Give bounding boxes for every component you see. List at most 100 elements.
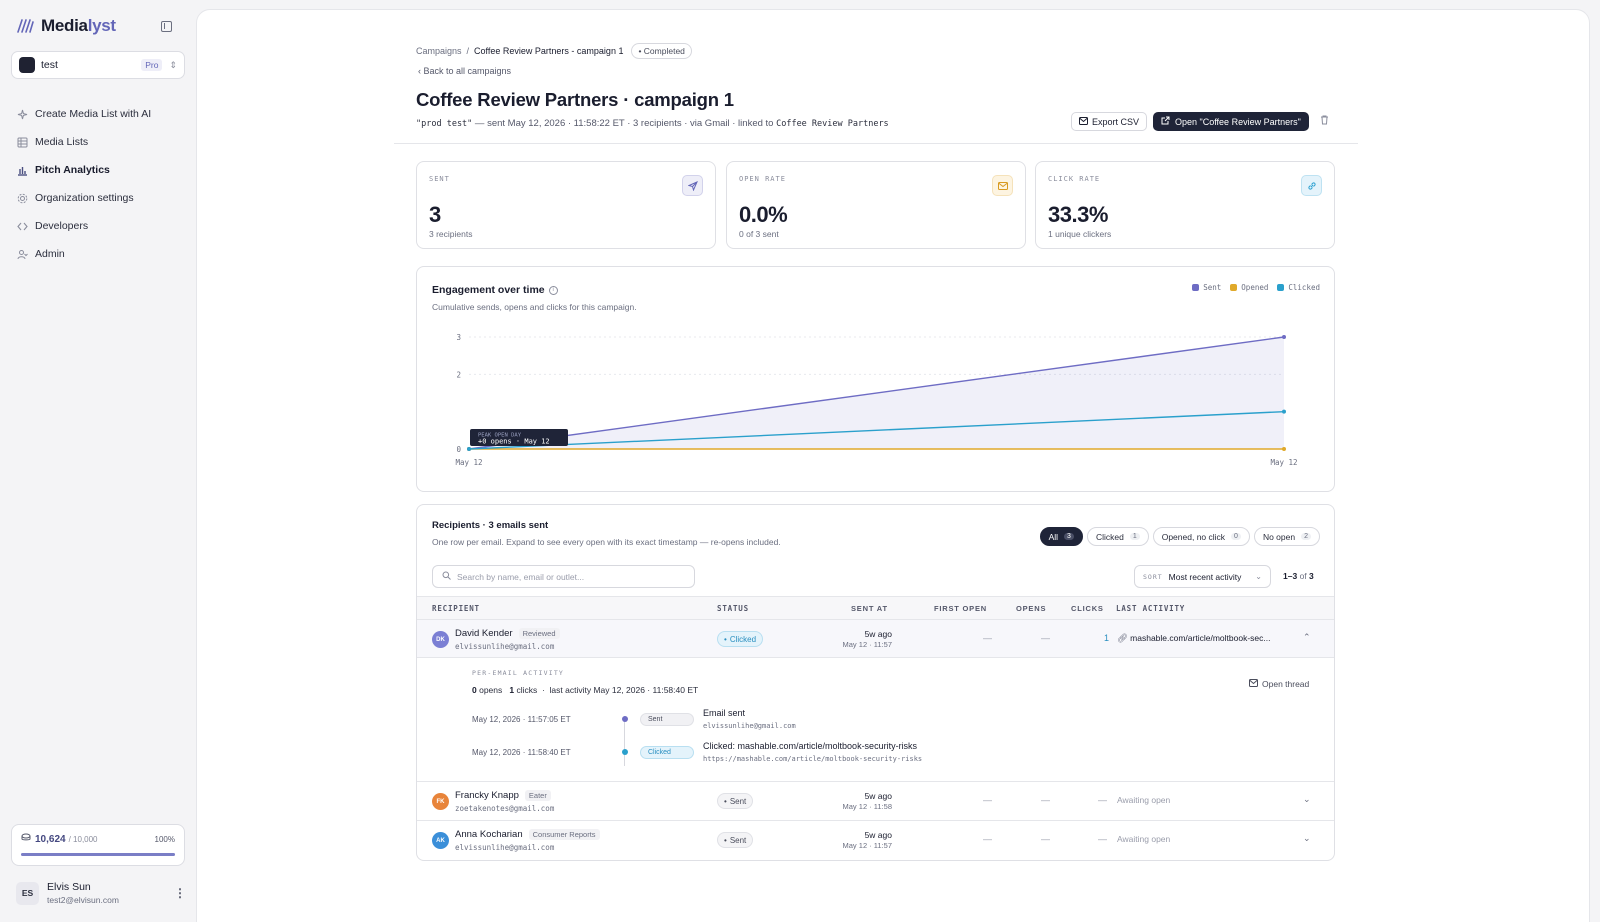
info-icon[interactable]: i: [548, 285, 558, 295]
export-csv-button[interactable]: Export CSV: [1071, 112, 1148, 131]
sent-absolute: May 12 · 11:57: [842, 841, 892, 850]
open-list-button[interactable]: Open "Coffee Review Partners": [1153, 112, 1309, 131]
open-thread-button[interactable]: Open thread: [1249, 679, 1309, 689]
status-text: Clicked: [729, 634, 757, 644]
table-row[interactable]: FK Francky Knapp Eater zoetakenotes@gmail…: [417, 782, 1334, 821]
recipient-name-text: Francky Knapp: [455, 790, 519, 801]
credits-progress-bar: [21, 853, 175, 856]
filter-opened-no-click[interactable]: Opened, no click 0: [1152, 527, 1250, 546]
trash-icon[interactable]: [1320, 115, 1329, 128]
table-row[interactable]: AK Anna Kocharian Consumer Reports elviss…: [417, 821, 1334, 860]
event-time: May 12, 2026 · 11:58:40 ET: [472, 748, 571, 757]
last-activity-summary: last activity May 12, 2026 · 11:58:40 ET: [549, 685, 699, 695]
coins-icon: [21, 833, 31, 845]
external-link-icon: [1161, 116, 1170, 127]
status-text: Sent: [729, 796, 747, 806]
app-logo[interactable]: Medialyst: [16, 16, 116, 36]
stat-value: 3: [429, 202, 441, 227]
code-icon: [16, 220, 29, 233]
tooltip-box: [470, 429, 568, 446]
last-activity[interactable]: 🔗︎ mashable.com/article/moltbook-sec...: [1117, 633, 1285, 644]
timeline-dot: [622, 716, 628, 722]
y-tick-label: 2: [456, 370, 461, 379]
chart-description: Cumulative sends, opens and clicks for t…: [432, 302, 637, 312]
opens-label: opens: [476, 685, 503, 695]
first-open-value: —: [983, 795, 992, 805]
stat-card-sent: SENT 3 3 recipients: [416, 161, 716, 249]
search-field[interactable]: [432, 565, 695, 588]
chevron-down-icon[interactable]: ⌄: [1303, 794, 1311, 804]
outlet-tag: Eater: [524, 790, 551, 801]
recipients-title: Recipients · 3 emails sent: [432, 520, 549, 531]
column-opens[interactable]: OPENS: [1016, 604, 1047, 613]
column-clicks[interactable]: CLICKS: [1071, 604, 1104, 613]
sidebar-nav: Create Media List with AI Media Lists Pi…: [16, 100, 186, 268]
sidebar-item-developers[interactable]: Developers: [16, 212, 186, 240]
sort-label: SORT: [1143, 572, 1163, 581]
table-icon: [16, 136, 29, 149]
legend-item-sent[interactable]: Sent: [1192, 283, 1221, 292]
filter-all[interactable]: All 3: [1039, 527, 1083, 546]
sidebar-item-media-lists[interactable]: Media Lists: [16, 128, 186, 156]
workspace-name: test: [41, 59, 58, 71]
sidebar-item-label: Admin: [35, 248, 65, 260]
column-sent-at[interactable]: SENT AT: [851, 604, 888, 613]
back-link[interactable]: ‹ Back to all campaigns: [418, 66, 511, 76]
event-time: May 12, 2026 · 11:57:05 ET: [472, 715, 571, 724]
recipient-email: elvissunlihe@gmail.com: [455, 642, 555, 651]
back-link-label: Back to all campaigns: [423, 66, 512, 76]
column-last-activity[interactable]: LAST ACTIVITY: [1116, 604, 1186, 613]
more-vertical-icon[interactable]: ⋮: [174, 886, 186, 900]
chevron-left-icon: ‹: [418, 66, 424, 76]
column-status[interactable]: STATUS: [717, 604, 749, 613]
stat-label: CLICK RATE: [1048, 175, 1101, 183]
sidebar-item-label: Organization settings: [35, 192, 134, 204]
mail-icon: [1249, 679, 1258, 689]
mail-icon: [1079, 116, 1088, 127]
outlet-tag: Consumer Reports: [528, 829, 600, 840]
chevron-up-icon[interactable]: ⌃: [1303, 632, 1311, 642]
stat-label: OPEN RATE: [739, 175, 786, 183]
filter-no-open[interactable]: No open 2: [1253, 527, 1320, 546]
legend-item-clicked[interactable]: Clicked: [1277, 283, 1320, 292]
sidebar-item-admin[interactable]: Admin: [16, 240, 186, 268]
sort-select[interactable]: SORT Most recent activity ⌄: [1134, 565, 1271, 588]
sidebar-item-pitch-analytics[interactable]: Pitch Analytics: [16, 156, 186, 184]
chart-title: Engagement over time i: [432, 284, 558, 296]
status-badge: • Sent: [717, 793, 754, 809]
activity-summary: 0 opens 1 clicks · last activity May 12,…: [472, 685, 699, 695]
recipient-name: Francky Knapp Eater: [455, 790, 551, 801]
filter-clicked[interactable]: Clicked 1: [1086, 527, 1149, 546]
header-divider: [394, 143, 1358, 144]
timeline-line: [624, 716, 625, 766]
workspace-switcher[interactable]: test Pro ⇕: [11, 51, 185, 79]
column-first-open[interactable]: FIRST OPEN: [934, 604, 988, 613]
breadcrumb-campaigns-link[interactable]: Campaigns: [416, 46, 462, 56]
link-icon: 🔗︎: [1117, 633, 1131, 643]
recipient-name: Anna Kocharian Consumer Reports: [455, 829, 600, 840]
column-recipient[interactable]: RECIPIENT: [432, 604, 480, 613]
line-sent: [468, 336, 1285, 450]
open-thread-label: Open thread: [1262, 679, 1310, 689]
credits-percent: 100%: [154, 834, 175, 844]
legend-swatch: [1277, 284, 1285, 291]
legend-item-opened[interactable]: Opened: [1230, 283, 1268, 292]
avatar: ES: [16, 881, 39, 905]
tooltip-title: PEAK OPEN DAY: [478, 433, 522, 439]
table-row[interactable]: DK David Kender Reviewed elvissunlihe@gma…: [417, 620, 1334, 658]
chevron-down-icon[interactable]: ⌄: [1303, 833, 1311, 843]
legend-label: Sent: [1203, 283, 1222, 292]
logo-text-accent: lyst: [87, 16, 116, 35]
sidebar-item-organization-settings[interactable]: Organization settings: [16, 184, 186, 212]
bar-chart-icon: [16, 164, 29, 177]
opens-value: —: [1041, 834, 1050, 844]
first-open-value: —: [983, 633, 992, 643]
last-activity: Awaiting open: [1117, 795, 1171, 805]
stat-sub: 0 of 3 sent: [739, 229, 779, 239]
collapse-sidebar-icon[interactable]: [161, 21, 172, 32]
chevron-updown-icon: ⇕: [169, 59, 177, 70]
user-menu[interactable]: ES Elvis Sun test2@elvisun.com ⋮: [16, 881, 186, 905]
recipient-email: zoetakenotes@gmail.com: [455, 804, 555, 813]
sidebar-item-create-media-list[interactable]: Create Media List with AI: [16, 100, 186, 128]
search-input[interactable]: [457, 571, 677, 582]
